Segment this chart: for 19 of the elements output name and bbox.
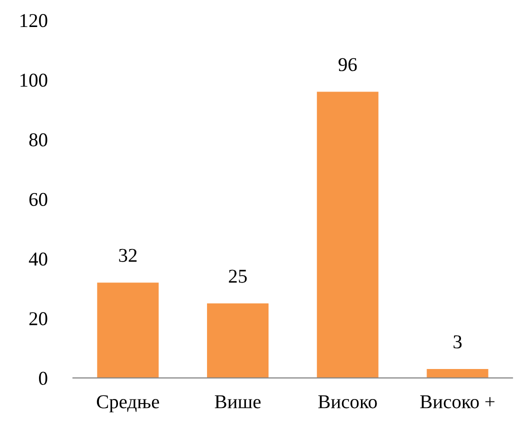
y-tick-label: 100 [20, 74, 48, 87]
bar [97, 282, 159, 378]
y-tick-label: 60 [29, 192, 48, 206]
data-label: 96 [338, 58, 357, 72]
data-label: 32 [119, 248, 137, 262]
x-tick-label: Високо [318, 395, 377, 408]
y-tick-label: 120 [20, 14, 48, 28]
y-tick-label: 80 [29, 133, 48, 146]
x-tick-label: Више [214, 395, 261, 408]
bar [207, 303, 269, 378]
y-tick-label: 0 [39, 372, 48, 385]
x-tick-label: Средње [96, 395, 160, 412]
bar [426, 369, 488, 378]
y-tick-label: 20 [29, 312, 48, 326]
x-tick-label: Високо + [420, 395, 494, 408]
data-label: 3 [454, 335, 462, 348]
y-tick-label: 40 [28, 252, 48, 266]
bar [316, 92, 378, 378]
data-label: 25 [228, 270, 247, 283]
